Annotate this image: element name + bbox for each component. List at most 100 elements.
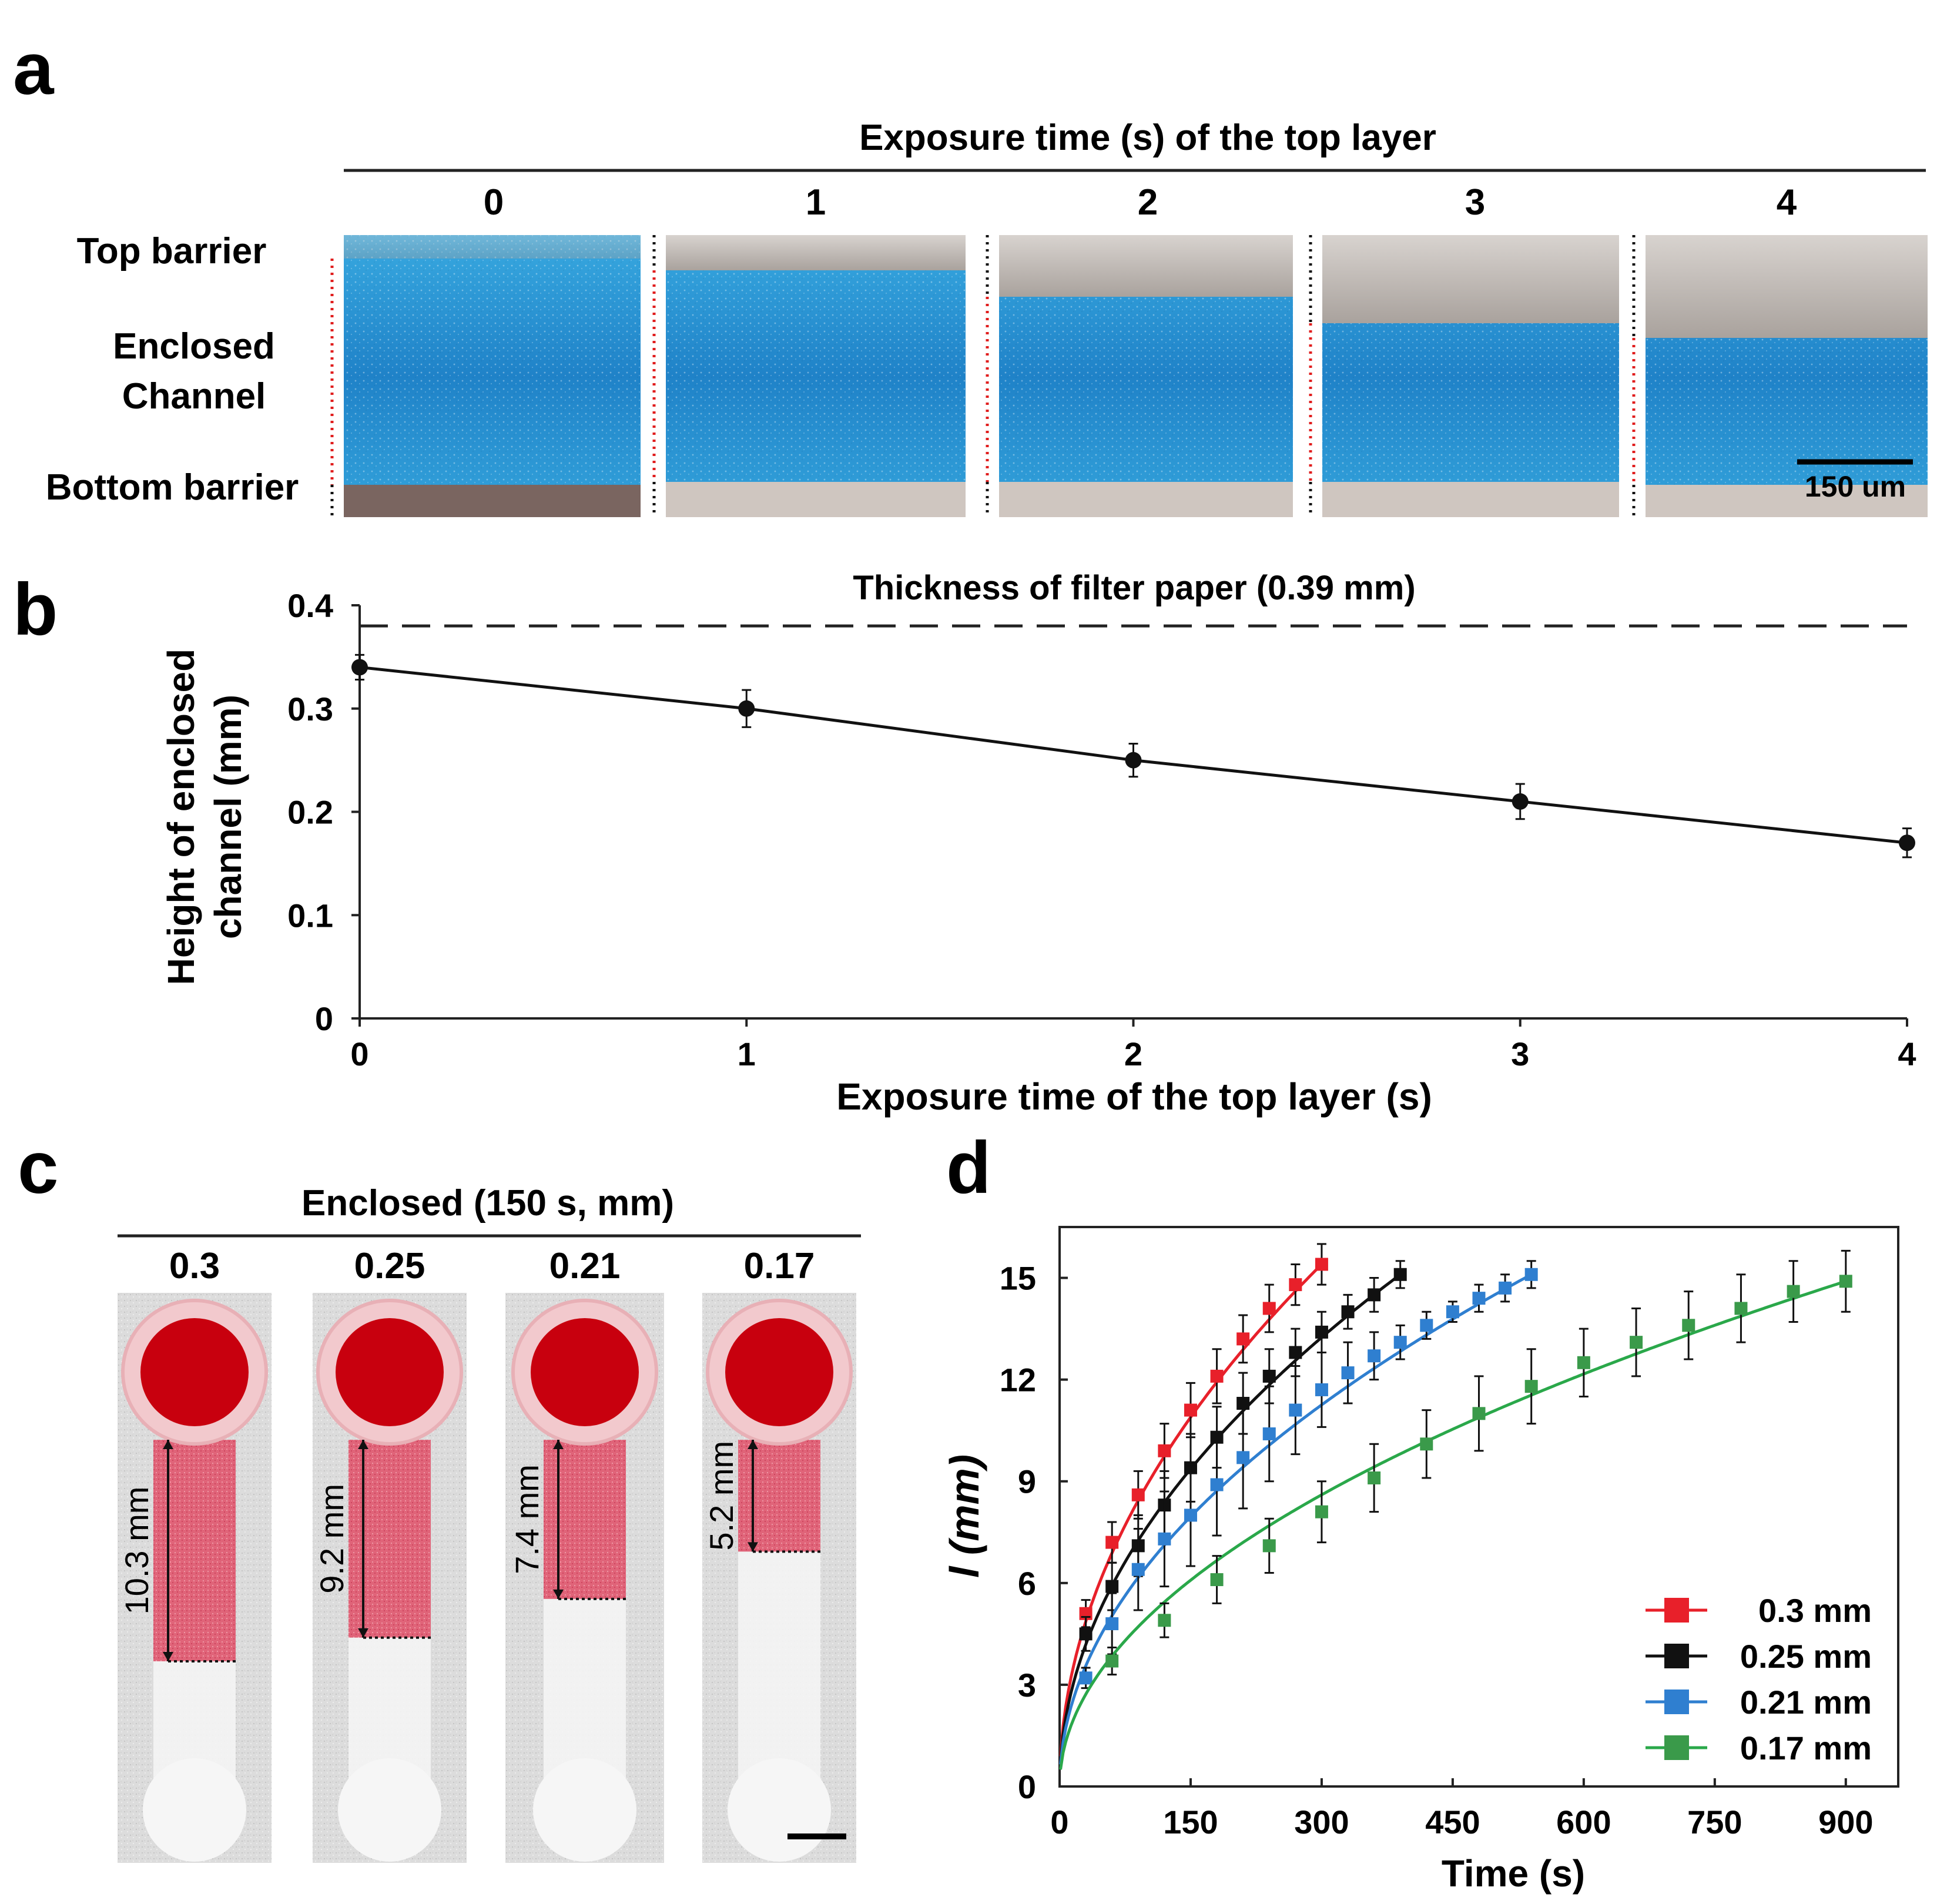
chart-d-point	[1472, 1407, 1486, 1420]
legend-marker	[1664, 1735, 1689, 1760]
length-arrow-head	[163, 1651, 173, 1661]
chart-d-point	[1289, 1278, 1302, 1292]
chart-d-point	[1315, 1325, 1328, 1339]
reservoir	[336, 1318, 444, 1426]
legend-label: 0.17 mm	[1740, 1729, 1872, 1766]
micrograph-top-barrier	[1646, 235, 1928, 338]
chart-d-point	[1315, 1258, 1328, 1271]
chart-d-point	[1393, 1336, 1407, 1349]
chart-d-fit-curve	[1059, 1280, 1845, 1770]
chart-d-y-tick-label: 12	[1000, 1362, 1036, 1399]
chart-d-xlabel: Time (s)	[1442, 1852, 1585, 1895]
chart-d-y-tick-label: 15	[1000, 1260, 1036, 1297]
panel-a-column-label: 0	[484, 182, 504, 223]
panel-b: b Thickness of filter paper (0.39 mm) 00…	[13, 569, 1916, 1118]
chart-d-point	[1079, 1627, 1093, 1641]
panel-a-column-label: 2	[1138, 182, 1158, 223]
chart-d-point	[1289, 1403, 1302, 1417]
chart-d-point	[1262, 1302, 1276, 1315]
legend-marker	[1664, 1598, 1689, 1623]
length-arrow-head	[553, 1440, 564, 1449]
chart-d-x-tick-label: 900	[1818, 1804, 1873, 1841]
chart-d-point	[1420, 1319, 1433, 1332]
panel-a-column-label: 3	[1465, 182, 1485, 223]
legend-label: 0.21 mm	[1740, 1684, 1872, 1721]
panel-letter-b: b	[13, 569, 58, 651]
chart-d-y-tick-label: 9	[1018, 1463, 1036, 1500]
outlet-zone	[143, 1758, 246, 1862]
chart-d-point	[1630, 1336, 1643, 1349]
chart-d-x-tick-label: 300	[1294, 1804, 1349, 1841]
length-arrow-head	[358, 1628, 368, 1638]
legend-label: 0.25 mm	[1740, 1638, 1872, 1675]
length-label: 9.2 mm	[313, 1484, 350, 1594]
chart-d-legend: 0.3 mm 0.25 mm 0.21 mm 0.17 mm	[1646, 1592, 1872, 1766]
channel-wetted	[153, 1440, 236, 1661]
chart-d-point	[1131, 1488, 1145, 1501]
channel-wetted	[738, 1440, 820, 1552]
panel-a-header: Exposure time (s) of the top layer	[859, 118, 1436, 158]
chart-b-x-tick-label: 2	[1124, 1035, 1142, 1072]
scale-bar-a-label: 150 um	[1805, 470, 1906, 503]
panel-letter-a: a	[13, 28, 55, 110]
chart-d-point	[1289, 1346, 1302, 1359]
chart-d-point	[1577, 1356, 1590, 1369]
chart-b-y-tick-label: 0.2	[287, 794, 333, 831]
chart-d-point	[1524, 1268, 1538, 1281]
panel-a-column-label: 4	[1777, 182, 1797, 223]
panel-a-micrographs: 0 1 2 3 4	[330, 182, 1928, 517]
reservoir	[531, 1318, 639, 1426]
chart-d-y-tick-label: 6	[1018, 1565, 1036, 1602]
chart-d-point	[1368, 1471, 1381, 1484]
panel-a-row-label-top: Top barrier	[77, 231, 267, 271]
outlet-zone	[338, 1758, 441, 1862]
chart-d-point	[1446, 1305, 1459, 1319]
micrograph-top-barrier	[1322, 235, 1619, 323]
chart-d-ylabel: l (mm)	[941, 1454, 987, 1578]
chart-b-ylabel: Height of enclosed	[160, 649, 202, 985]
panel-letter-d: d	[946, 1127, 991, 1209]
chart-b-x-tick-label: 4	[1898, 1035, 1916, 1072]
length-arrow-head	[553, 1589, 564, 1599]
chart-d-point	[1236, 1332, 1250, 1346]
panel-a-column-label: 1	[806, 182, 826, 223]
panel-c-column-label: 0.25	[354, 1246, 425, 1286]
chart-d-point	[1210, 1478, 1224, 1491]
chart-d-point	[1105, 1654, 1119, 1668]
chart-d-point	[1472, 1292, 1486, 1305]
chart-d-fit-curve	[1059, 1275, 1400, 1761]
chart-d-point	[1341, 1305, 1355, 1319]
chart-d-point	[1368, 1349, 1381, 1363]
reservoir	[725, 1318, 833, 1426]
micrograph-texture	[666, 235, 966, 517]
panel-c-column-label: 0.3	[169, 1246, 220, 1286]
panel-a-row-label-bottom: Bottom barrier	[46, 467, 299, 508]
chart-d-point	[1184, 1403, 1197, 1417]
micrograph-bottom-barrier	[344, 485, 641, 517]
micrograph-top-barrier	[344, 235, 641, 259]
chart-d-x-tick-label: 150	[1163, 1804, 1218, 1841]
chart-d-point	[1315, 1383, 1328, 1396]
chart-d-point	[1787, 1285, 1800, 1298]
legend-marker	[1664, 1690, 1689, 1714]
panel-c-column-label: 0.21	[549, 1246, 621, 1286]
reservoir	[140, 1318, 249, 1426]
chart-b-y-tick-label: 0.4	[287, 587, 333, 624]
chart-d-point	[1210, 1369, 1224, 1383]
legend-marker	[1664, 1644, 1689, 1668]
length-arrow-head	[748, 1440, 758, 1449]
chart-d-point	[1158, 1614, 1171, 1627]
chart-d-x-tick-label: 600	[1556, 1804, 1611, 1841]
channel-wetted	[544, 1440, 626, 1599]
channel-wetted	[348, 1440, 431, 1638]
chart-b-y-tick-label: 0.3	[287, 690, 333, 728]
chart-d-point	[1079, 1671, 1093, 1685]
chart-d-point	[1262, 1369, 1276, 1383]
micrograph-top-barrier	[999, 235, 1293, 297]
chart-b-plot: 0 0.1 0.2 0.3 0.4 0 1 2 3 4	[287, 587, 1916, 1072]
chart-d-y-tick-label: 3	[1018, 1667, 1036, 1704]
chart-d-point	[1368, 1288, 1381, 1302]
micrograph-bottom-barrier	[999, 482, 1293, 517]
chart-d-point	[1734, 1302, 1748, 1315]
